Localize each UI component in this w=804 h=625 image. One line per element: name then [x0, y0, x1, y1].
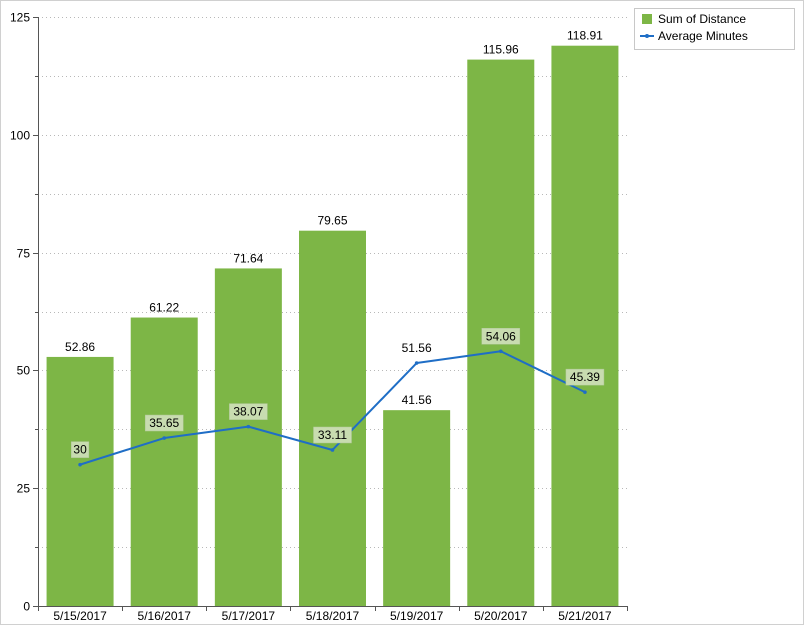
- x-tick-label: 5/16/2017: [138, 609, 192, 623]
- bar-5/21/2017: [551, 45, 619, 606]
- x-tick-label: 5/20/2017: [474, 609, 528, 623]
- y-tick-label: 50: [17, 364, 31, 378]
- bar-data-label: 79.65: [317, 214, 347, 228]
- x-tick-label: 5/18/2017: [306, 609, 360, 623]
- x-tick-label: 5/15/2017: [53, 609, 107, 623]
- line-data-label: 30: [73, 443, 87, 457]
- bar-data-label: 41.56: [402, 393, 432, 407]
- bar-5/15/2017: [46, 356, 114, 606]
- line-data-label: 38.07: [233, 405, 263, 419]
- line-data-label: 33.11: [318, 428, 347, 442]
- bar-data-label: 115.96: [483, 43, 519, 57]
- x-tick-label: 5/21/2017: [558, 609, 612, 623]
- line-series-average-minutes: [78, 349, 587, 467]
- line-point: [246, 424, 251, 429]
- line-label-box: [144, 414, 184, 432]
- legend-box: [634, 8, 795, 50]
- bar-data-label: 71.64: [233, 251, 263, 265]
- bar-5/19/2017: [383, 410, 451, 606]
- line-label-box: [71, 441, 90, 458]
- y-tick-label: 75: [17, 247, 31, 261]
- legend-label-sum-of-distance: Sum of Distance: [658, 12, 746, 26]
- bar-data-label: 118.91: [567, 29, 603, 43]
- y-tick-label: 25: [17, 482, 31, 496]
- line-label-box: [229, 403, 268, 420]
- legend: Sum of Distance Average Minutes: [634, 8, 795, 50]
- bar-5/16/2017: [130, 317, 198, 606]
- x-tick-label: 5/17/2017: [222, 609, 276, 623]
- line-data-label: 45.39: [570, 370, 600, 384]
- line-label-box: [313, 426, 352, 444]
- line-point: [330, 448, 335, 452]
- line-label-box: [481, 328, 521, 345]
- y-tick-label: 0: [23, 600, 30, 614]
- bar-data-label: 52.86: [65, 340, 95, 354]
- legend-label-average-minutes: Average Minutes: [658, 29, 748, 43]
- line-data-label: 51.56: [402, 341, 432, 355]
- y-tick-label: 100: [10, 129, 30, 143]
- line-point: [583, 390, 587, 394]
- line-label-box: [565, 368, 605, 386]
- y-tick-label: 125: [10, 11, 30, 25]
- legend-marker-average-minutes: [645, 34, 649, 38]
- line-point: [78, 462, 82, 467]
- line-point: [414, 361, 419, 365]
- bar-data-label: 61.22: [149, 301, 179, 315]
- data-labels: 52.86 61.22 71.64 79.65 41.56 115.96 118.91 30 3…: [65, 29, 605, 458]
- bar-series-sum-of-distance: [46, 45, 619, 606]
- x-tick-label: 5/19/2017: [390, 609, 444, 623]
- line-data-label: 35.65: [149, 416, 179, 430]
- bar-5/18/2017: [299, 230, 366, 606]
- line-point: [498, 349, 503, 354]
- line-point: [162, 436, 167, 440]
- bar-5/17/2017: [214, 268, 282, 606]
- line-data-label: 54.06: [486, 329, 516, 343]
- legend-swatch-sum-of-distance: [642, 14, 652, 24]
